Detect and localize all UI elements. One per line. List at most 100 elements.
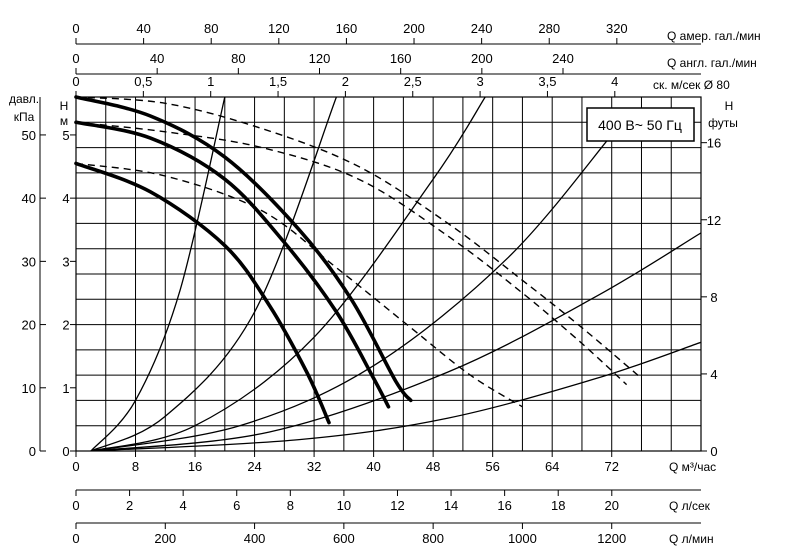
tick-label-ls: 14 xyxy=(444,498,458,513)
tick-label-m3h: 56 xyxy=(485,459,499,474)
tick-label-m3h: 8 xyxy=(132,459,139,474)
axis-unit-ukgpm: Q англ. гал./мин xyxy=(667,56,757,70)
tick-label-m3h: 0 xyxy=(72,459,79,474)
pump-curves xyxy=(74,95,642,425)
tick-label-ls: 10 xyxy=(337,498,351,513)
tick-label-ft: 8 xyxy=(710,290,717,305)
tick-label-ft: 0 xyxy=(710,444,717,459)
tick-label-ls: 8 xyxy=(287,498,294,513)
tick-label-ukgpm: 200 xyxy=(471,51,493,66)
system-curve-6 xyxy=(90,341,701,451)
tick-label-usgpm: 40 xyxy=(136,21,150,36)
tick-label-usgpm: 0 xyxy=(72,21,79,36)
tick-label-usgpm: 280 xyxy=(538,21,560,36)
tick-label-ft: 12 xyxy=(707,213,721,228)
axis-unit-ls: Q л/сек xyxy=(669,499,711,513)
tick-label-kpa: 50 xyxy=(22,128,36,143)
tick-label-ukgpm: 120 xyxy=(309,51,331,66)
tick-label-ukgpm: 160 xyxy=(390,51,412,66)
tick-label-ls: 4 xyxy=(180,498,187,513)
tick-label-lmin: 0 xyxy=(72,531,79,546)
tick-label-ukgpm: 80 xyxy=(231,51,245,66)
tick-label-m: 3 xyxy=(62,254,69,269)
tick-label-lmin: 800 xyxy=(422,531,444,546)
pump-curve-dashed-5 xyxy=(75,121,628,386)
tick-label-ls: 2 xyxy=(126,498,133,513)
tick-label-lmin: 200 xyxy=(154,531,176,546)
axis-label-ft-unit: футы xyxy=(708,116,738,130)
tick-label-lmin: 600 xyxy=(333,531,355,546)
tick-label-m3h: 64 xyxy=(545,459,559,474)
axis-label-m-unit: м xyxy=(60,114,68,128)
tick-label-usgpm: 200 xyxy=(403,21,425,36)
tick-label-usgpm: 320 xyxy=(606,21,628,36)
tick-label-velocity: 2,5 xyxy=(404,74,422,89)
tick-label-velocity: 4 xyxy=(611,74,618,89)
axis-unit-usgpm: Q амер. гал./мин xyxy=(667,29,761,43)
axis-label-kpa-name: давл. xyxy=(9,92,39,106)
badge-text: 400 В~ 50 Гц xyxy=(598,117,682,133)
tick-label-usgpm: 240 xyxy=(471,21,493,36)
tick-label-ls: 12 xyxy=(390,498,404,513)
tick-label-ls: 16 xyxy=(497,498,511,513)
tick-label-m: 4 xyxy=(62,191,69,206)
system-curve-1 xyxy=(90,97,226,451)
tick-label-usgpm: 160 xyxy=(336,21,358,36)
tick-label-ls: 0 xyxy=(72,498,79,513)
tick-label-ukgpm: 240 xyxy=(552,51,574,66)
tick-label-velocity: 2 xyxy=(342,74,349,89)
tick-label-usgpm: 120 xyxy=(268,21,290,36)
pump-curve-bold-1 xyxy=(74,95,413,403)
axes: 012345Нм01020304050давл.кПа0481216Нфуты0… xyxy=(9,21,761,546)
system-curve-2 xyxy=(90,97,338,451)
pump-curve-dashed-4 xyxy=(75,96,642,379)
axis-unit-velocity: ск. м/сек Ø 80 xyxy=(653,78,730,92)
tick-label-ukgpm: 40 xyxy=(150,51,164,66)
tick-label-m3h: 40 xyxy=(366,459,380,474)
tick-label-lmin: 400 xyxy=(244,531,266,546)
tick-label-kpa: 20 xyxy=(22,318,36,333)
tick-label-m: 1 xyxy=(62,381,69,396)
system-curve-5 xyxy=(90,232,701,451)
axis-unit-lmin: Q л/мин xyxy=(669,532,714,546)
tick-label-kpa: 0 xyxy=(29,444,36,459)
tick-label-m: 0 xyxy=(62,444,69,459)
tick-label-m3h: 72 xyxy=(604,459,618,474)
tick-label-m3h: 48 xyxy=(426,459,440,474)
tick-label-ft: 16 xyxy=(707,136,721,151)
tick-label-kpa: 40 xyxy=(22,191,36,206)
grid xyxy=(75,96,702,452)
axis-label-ft-h: Н xyxy=(725,99,734,113)
tick-label-velocity: 3,5 xyxy=(538,74,556,89)
plot-frame xyxy=(75,96,702,452)
tick-label-velocity: 0 xyxy=(72,74,79,89)
tick-label-usgpm: 80 xyxy=(204,21,218,36)
voltage-badge: 400 В~ 50 Гц xyxy=(586,107,695,142)
tick-label-m3h: 16 xyxy=(188,459,202,474)
tick-label-kpa: 10 xyxy=(22,381,36,396)
tick-label-ls: 18 xyxy=(551,498,565,513)
tick-label-m: 5 xyxy=(62,128,69,143)
axis-label-m-h: Н xyxy=(60,99,69,113)
pump-curve-bold-2 xyxy=(74,120,391,409)
pump-curve-bold-3 xyxy=(74,161,331,425)
tick-label-velocity: 1,5 xyxy=(269,74,287,89)
tick-label-ls: 20 xyxy=(605,498,619,513)
tick-label-ls: 6 xyxy=(233,498,240,513)
axis-label-kpa-unit: кПа xyxy=(14,110,35,124)
tick-label-lmin: 1200 xyxy=(597,531,626,546)
tick-label-velocity: 3 xyxy=(476,74,483,89)
tick-label-m3h: 24 xyxy=(247,459,261,474)
tick-label-m: 2 xyxy=(62,318,69,333)
badge-frame xyxy=(586,107,695,142)
tick-label-ukgpm: 0 xyxy=(72,51,79,66)
tick-label-kpa: 30 xyxy=(22,254,36,269)
tick-label-velocity: 0,5 xyxy=(134,74,152,89)
tick-label-ft: 4 xyxy=(710,367,717,382)
tick-label-lmin: 1000 xyxy=(508,531,537,546)
pump-curve-dashed-6 xyxy=(75,162,523,408)
system-curve-3 xyxy=(90,97,486,451)
tick-label-m3h: 32 xyxy=(307,459,321,474)
axis-unit-m3h: Q м³/час xyxy=(669,460,716,474)
